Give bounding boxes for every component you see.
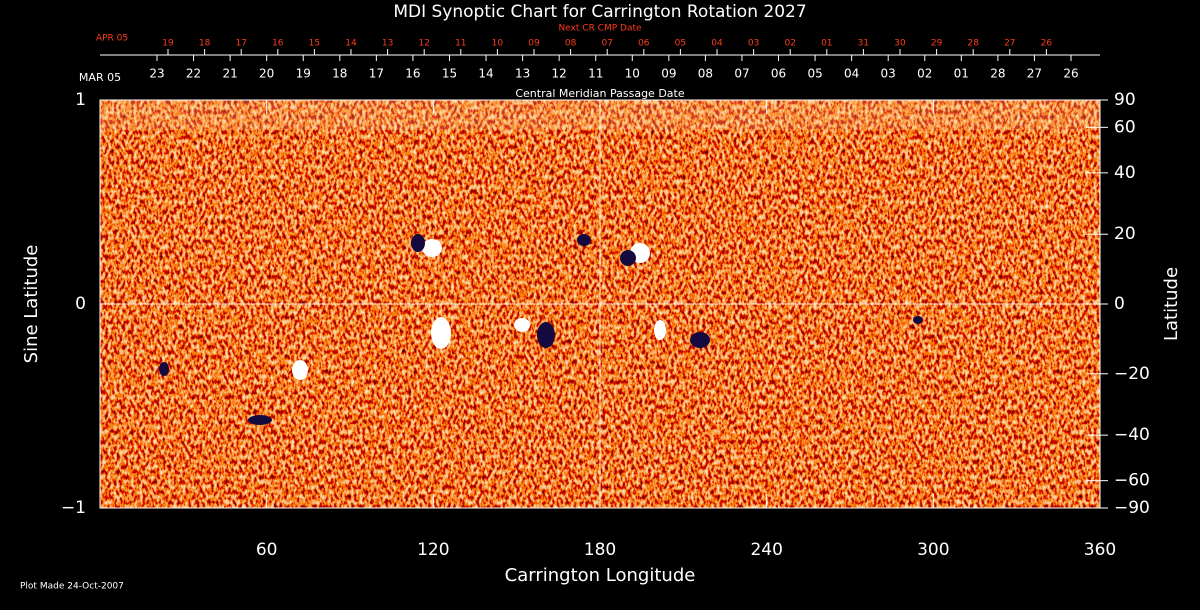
cmp-date: 12 — [552, 67, 567, 81]
cmp-date: 14 — [478, 67, 493, 81]
next-cr-date: 11 — [455, 39, 466, 49]
next-cr-date: 06 — [638, 39, 650, 49]
cmp-date: 01 — [954, 67, 969, 81]
y2-tick-label: −20 — [1114, 364, 1150, 384]
y2-tick-label: 0 — [1114, 294, 1125, 314]
x-axis-title: Carrington Longitude — [505, 565, 696, 586]
cmp-date: 16 — [405, 67, 420, 81]
cmp-date: 04 — [844, 67, 859, 81]
next-cr-date: 14 — [345, 39, 357, 49]
x-tick-label: 360 — [1084, 540, 1116, 560]
next-cr-date: 31 — [858, 39, 869, 49]
y2-tick-label: 90 — [1114, 90, 1136, 110]
y2-axis-title: Latitude — [1161, 267, 1182, 341]
cmp-date: 18 — [332, 67, 347, 81]
next-cr-date: 12 — [418, 39, 429, 49]
next-cr-date: 29 — [931, 39, 943, 49]
x-tick-label: 240 — [750, 540, 782, 560]
next-cr-date: 19 — [162, 39, 174, 49]
cmp-date: 05 — [807, 67, 822, 81]
next-cr-date: 30 — [894, 39, 906, 49]
cmp-date: 28 — [990, 67, 1005, 81]
cmp-date: 10 — [625, 67, 640, 81]
cmp-date: 26 — [1063, 67, 1078, 81]
cmp-date: 06 — [771, 67, 786, 81]
cmp-date: 17 — [369, 67, 384, 81]
cmp-date: 09 — [661, 67, 676, 81]
next-cr-title: Next CR CMP Date — [558, 24, 642, 34]
x-tick-label: 120 — [417, 540, 449, 560]
cmp-date: 22 — [186, 67, 201, 81]
chart-title: MDI Synoptic Chart for Carrington Rotati… — [393, 2, 806, 22]
cmp-date: 13 — [515, 67, 530, 81]
next-cr-date: 27 — [1004, 39, 1015, 49]
cmp-date: 20 — [259, 67, 274, 81]
y2-tick-label: 60 — [1114, 117, 1136, 137]
y-axis-title: Sine Latitude — [21, 245, 42, 364]
next-cr-date: 02 — [784, 39, 795, 49]
next-cr-date: 15 — [309, 39, 320, 49]
cmp-date: 11 — [588, 67, 603, 81]
next-cr-date: 17 — [235, 39, 246, 49]
y-tick-label: −1 — [61, 498, 86, 518]
cmp-month: MAR 05 — [79, 71, 121, 84]
y2-tick-label: 20 — [1114, 224, 1136, 244]
cmp-date: 21 — [222, 67, 237, 81]
footer: Plot Made 24-Oct-2007 — [20, 582, 124, 592]
next-cr-date: 10 — [492, 39, 504, 49]
cmp-date: 15 — [442, 67, 457, 81]
x-tick-label: 60 — [256, 540, 278, 560]
y2-tick-label: −40 — [1114, 425, 1150, 445]
cmp-date: 27 — [1027, 67, 1042, 81]
y2-tick-label: 40 — [1114, 163, 1136, 183]
cmp-date: 23 — [149, 67, 164, 81]
cmp-date: 03 — [881, 67, 896, 81]
next-cr-month: APR 05 — [96, 34, 128, 44]
next-cr-date: 16 — [272, 39, 284, 49]
x-tick-label: 300 — [917, 540, 949, 560]
next-cr-date: 28 — [967, 39, 979, 49]
y-tick-label: 0 — [75, 294, 86, 314]
y2-tick-label: −60 — [1114, 471, 1150, 491]
next-cr-date: 04 — [711, 39, 723, 49]
y-tick-label: 1 — [75, 90, 86, 110]
cmp-date: 19 — [296, 67, 311, 81]
next-cr-date: 13 — [382, 39, 393, 49]
next-cr-date: 07 — [601, 39, 612, 49]
next-cr-date: 03 — [748, 39, 759, 49]
cmp-date: 07 — [734, 67, 749, 81]
cmp-date: 08 — [698, 67, 713, 81]
next-cr-date: 09 — [528, 39, 540, 49]
next-cr-date: 08 — [565, 39, 577, 49]
cmp-title: Central Meridian Passage Date — [515, 87, 684, 100]
x-tick-label: 180 — [584, 540, 616, 560]
next-cr-date: 01 — [821, 39, 832, 49]
cmp-date: 02 — [917, 67, 932, 81]
next-cr-date: 05 — [675, 39, 686, 49]
next-cr-date: 18 — [199, 39, 211, 49]
y2-tick-label: −90 — [1114, 498, 1150, 518]
next-cr-date: 26 — [1041, 39, 1053, 49]
